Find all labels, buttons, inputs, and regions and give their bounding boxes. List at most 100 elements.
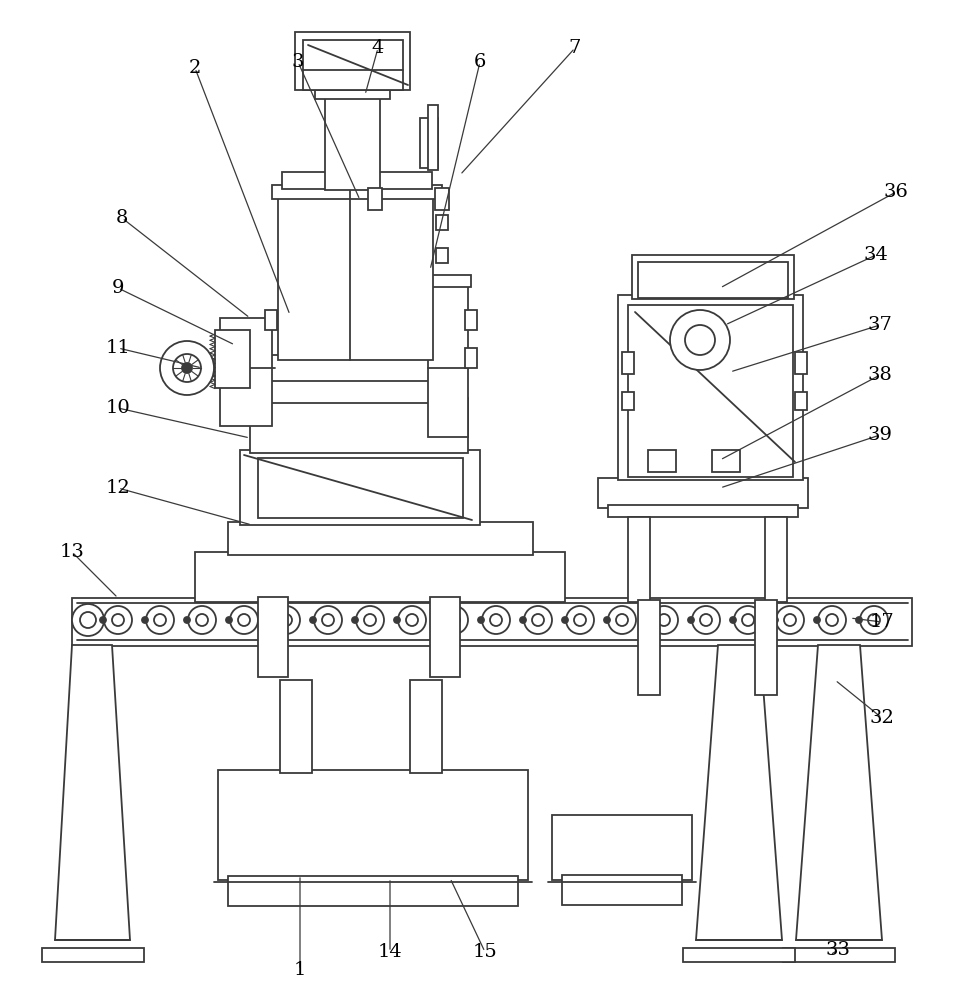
Bar [465,310,477,330]
Text: 4: 4 [371,39,384,57]
Circle shape [700,614,712,626]
Circle shape [814,617,820,623]
Circle shape [692,606,720,634]
Circle shape [658,614,670,626]
Circle shape [80,612,96,628]
Circle shape [616,614,628,626]
Bar [42,948,144,962]
Circle shape [772,617,778,623]
Text: 17: 17 [869,613,895,631]
Bar [228,522,533,555]
Circle shape [238,614,250,626]
Bar [598,478,808,508]
Bar [428,282,468,437]
Circle shape [142,617,148,623]
Text: 33: 33 [825,941,851,959]
Bar [410,680,442,773]
Circle shape [604,617,610,623]
Bar [272,185,442,199]
Bar [683,948,795,962]
Circle shape [280,614,292,626]
Bar [195,552,565,602]
Bar [795,352,807,374]
Circle shape [406,614,418,626]
Bar [325,95,380,190]
Circle shape [685,325,715,355]
Bar [262,378,452,403]
Text: 10: 10 [106,399,130,417]
Bar [765,517,787,602]
Bar [428,105,438,170]
Bar [258,597,288,677]
Circle shape [490,614,502,626]
Bar [755,600,777,695]
Circle shape [734,606,762,634]
Text: 6: 6 [473,53,486,71]
Bar [608,505,798,517]
Bar [270,355,445,381]
Bar [295,32,410,90]
Circle shape [566,606,594,634]
Circle shape [188,606,216,634]
Circle shape [398,606,426,634]
Circle shape [524,606,552,634]
Bar [622,352,634,374]
Circle shape [272,606,300,634]
Bar [215,330,250,388]
Bar [430,597,460,677]
Circle shape [314,606,342,634]
Bar [465,348,477,368]
Circle shape [184,617,190,623]
Bar [280,680,312,773]
Circle shape [394,617,400,623]
Text: 7: 7 [568,39,581,57]
Polygon shape [55,645,130,940]
Bar [795,392,807,410]
Bar [368,188,382,210]
Bar [425,275,471,287]
Circle shape [112,614,124,626]
Text: 3: 3 [292,53,304,71]
Text: 1: 1 [294,961,306,979]
Circle shape [322,614,334,626]
Bar [218,770,528,880]
Bar [783,948,895,962]
Bar [420,118,438,168]
Circle shape [104,606,132,634]
Bar [436,215,448,230]
Bar [72,598,912,646]
Bar [240,450,480,525]
Circle shape [856,617,862,623]
Circle shape [868,614,880,626]
Circle shape [520,617,526,623]
Circle shape [364,614,376,626]
Circle shape [352,617,358,623]
Bar [303,40,403,90]
Circle shape [160,341,214,395]
Circle shape [818,606,846,634]
Text: 37: 37 [867,316,893,334]
Circle shape [182,363,192,373]
Circle shape [784,614,796,626]
Text: 32: 32 [869,709,895,727]
Bar [638,600,660,695]
Circle shape [562,617,568,623]
Text: 11: 11 [106,339,130,357]
Circle shape [742,614,754,626]
Circle shape [310,617,316,623]
Text: 15: 15 [472,943,498,961]
Text: 34: 34 [863,246,889,264]
Text: 9: 9 [112,279,124,297]
Bar [628,517,650,602]
Bar [220,318,272,426]
Circle shape [440,606,468,634]
Circle shape [688,617,694,623]
Bar [436,248,448,263]
Circle shape [356,606,384,634]
Bar [250,398,468,453]
Circle shape [574,614,586,626]
Circle shape [608,606,636,634]
Bar [265,310,277,330]
Text: 12: 12 [106,479,130,497]
Bar [618,295,803,480]
